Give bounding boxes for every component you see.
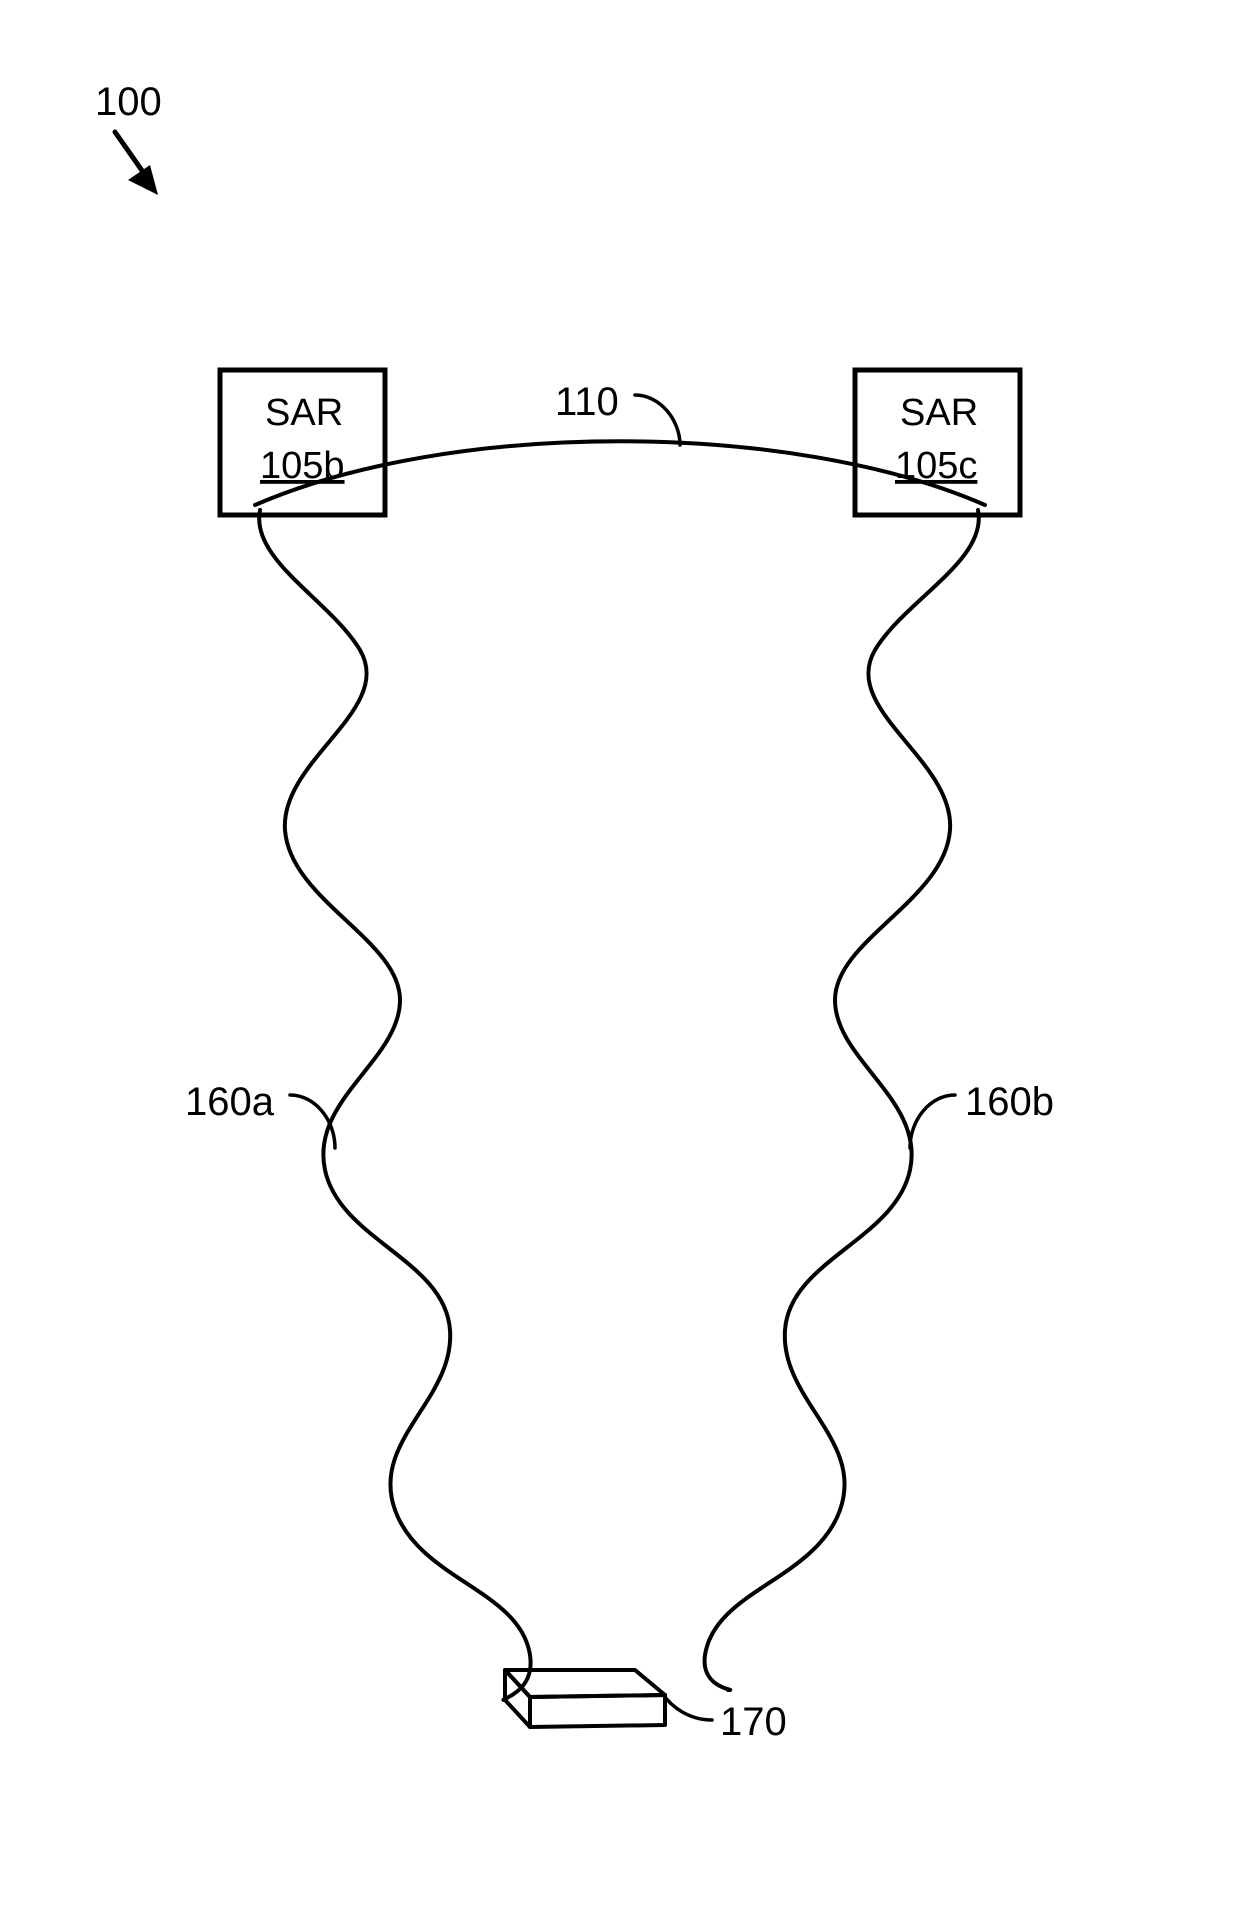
leader-170	[662, 1693, 712, 1720]
label-160b: 160b	[965, 1080, 1054, 1124]
leader-160b	[910, 1095, 955, 1148]
wave-160a	[259, 510, 530, 1700]
sar-105b-title: SAR	[265, 392, 343, 434]
sar-105b-id: 105b	[260, 445, 345, 487]
leader-160a	[290, 1095, 335, 1148]
label-170: 170	[720, 1700, 787, 1744]
leader-110	[635, 395, 680, 445]
sar-105c-title: SAR	[900, 392, 978, 434]
sar-105c-id: 105c	[895, 445, 977, 487]
label-160a: 160a	[185, 1080, 275, 1124]
label-100: 100	[95, 80, 162, 124]
figure-svg: 100 SAR 105b SAR 105c 110 160a 160b 170	[0, 0, 1240, 1920]
label-110: 110	[555, 380, 619, 424]
